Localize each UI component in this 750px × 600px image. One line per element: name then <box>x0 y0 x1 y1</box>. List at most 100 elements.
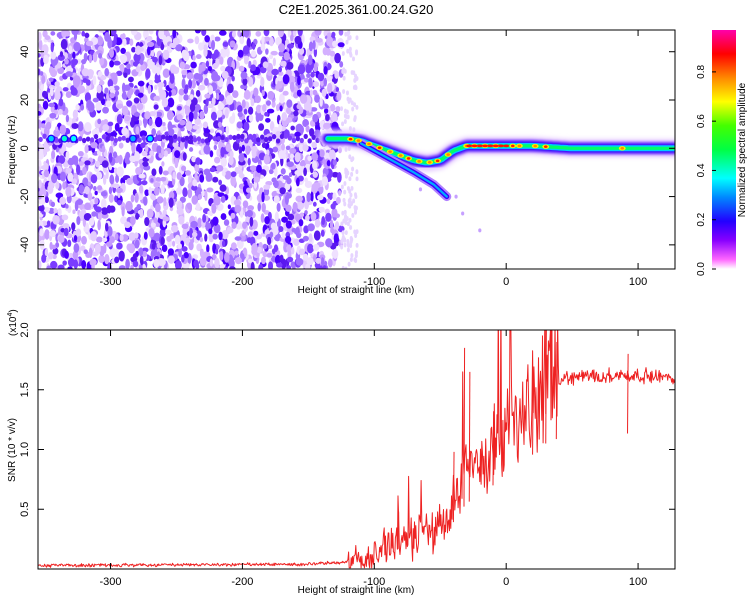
noise-speck <box>38 119 42 129</box>
noise-speck <box>327 258 333 268</box>
noise-speck <box>240 84 248 90</box>
noise-speck <box>282 90 289 96</box>
noise-speck <box>341 51 345 56</box>
noise-speck <box>306 110 313 116</box>
noise-speck <box>121 206 125 217</box>
noise-speck <box>303 77 310 83</box>
noise-speck <box>297 64 306 75</box>
noise-speck <box>340 239 344 244</box>
noise-speck <box>346 114 350 120</box>
noise-speck <box>260 43 266 52</box>
noise-speck <box>207 210 212 216</box>
noise-speck <box>237 49 244 58</box>
carrier-blob <box>224 136 229 143</box>
noise-speck <box>351 56 355 62</box>
carrier-blob <box>283 133 289 139</box>
noise-speck <box>70 88 78 96</box>
noise-speck <box>273 166 278 177</box>
noise-speck <box>84 122 92 133</box>
noise-speck <box>126 100 133 107</box>
noise-speck <box>306 73 311 79</box>
noise-speck <box>73 243 80 253</box>
signal-hotspot-core <box>517 144 522 148</box>
noise-speck <box>274 254 281 265</box>
carrier-blob <box>196 136 202 142</box>
noise-speck <box>100 198 107 210</box>
noise-speck <box>181 69 188 76</box>
noise-speck <box>131 46 136 53</box>
noise-speck <box>201 30 207 37</box>
noise-speck <box>348 217 352 223</box>
noise-speck <box>134 239 140 249</box>
noise-speck <box>139 130 148 138</box>
noise-speck <box>53 90 61 101</box>
noise-speck <box>81 68 90 77</box>
noise-speck <box>346 221 350 227</box>
noise-speck <box>243 108 248 115</box>
noise-speck <box>148 79 154 86</box>
noise-speck <box>338 30 344 36</box>
noise-speck <box>323 77 328 87</box>
noise-speck <box>61 214 69 221</box>
noise-speck <box>176 187 183 195</box>
noise-speck <box>354 50 358 56</box>
noise-speck <box>124 115 131 122</box>
noise-speck <box>216 92 220 101</box>
noise-speck <box>331 121 339 132</box>
noise-speck <box>183 251 189 259</box>
noise-speck <box>271 100 276 108</box>
noise-speck <box>72 209 76 214</box>
signal-hotspot-core <box>398 154 403 157</box>
noise-speck <box>109 174 115 185</box>
noise-speck <box>57 66 65 75</box>
colorbar-ticks: 0.0 0.2 0.4 0.6 0.8 <box>696 64 716 276</box>
noise-speck <box>328 149 336 159</box>
noise-speck <box>149 150 154 156</box>
noise-speck <box>206 187 214 193</box>
noise-speck <box>48 66 54 75</box>
noise-speck <box>340 106 344 112</box>
noise-speck <box>160 125 164 134</box>
noise-speck <box>87 181 92 187</box>
noise-speck <box>206 244 210 253</box>
noise-speck <box>234 257 242 265</box>
noise-speck <box>96 36 104 46</box>
noise-speck <box>92 97 99 103</box>
carrier-blob <box>212 135 217 142</box>
noise-speck <box>194 171 198 182</box>
noise-speck <box>342 89 346 94</box>
noise-speck <box>218 231 223 241</box>
noise-speck <box>279 187 286 195</box>
noise-speck <box>191 185 198 191</box>
noise-speck <box>53 128 61 138</box>
noise-speck <box>213 196 221 206</box>
noise-speck <box>346 48 350 54</box>
noise-speck <box>115 247 119 256</box>
noise-speck <box>312 201 317 207</box>
noise-speck <box>257 202 261 212</box>
noise-speck <box>57 54 65 61</box>
noise-speck <box>59 171 67 182</box>
noise-speck <box>319 265 327 269</box>
noise-speck <box>121 105 129 116</box>
noise-speck <box>162 121 166 127</box>
noise-speck <box>109 92 115 99</box>
spectrogram-y-tick-label: 0 <box>19 145 31 151</box>
noise-speck <box>172 171 176 180</box>
noise-speck <box>135 166 142 175</box>
noise-speck <box>71 62 75 69</box>
noise-speck <box>278 225 284 233</box>
noise-speck <box>41 194 46 206</box>
noise-speck <box>59 51 64 57</box>
noise-speck <box>324 260 328 267</box>
noise-speck <box>326 160 331 167</box>
noise-speck <box>353 84 357 90</box>
snr-scale-label: (x104) <box>7 309 19 336</box>
noise-speck <box>139 58 144 66</box>
noise-speck <box>109 88 115 94</box>
noise-speck <box>143 231 148 240</box>
noise-speck <box>286 244 292 252</box>
noise-speck <box>48 102 55 108</box>
carrier-blob <box>204 138 210 144</box>
